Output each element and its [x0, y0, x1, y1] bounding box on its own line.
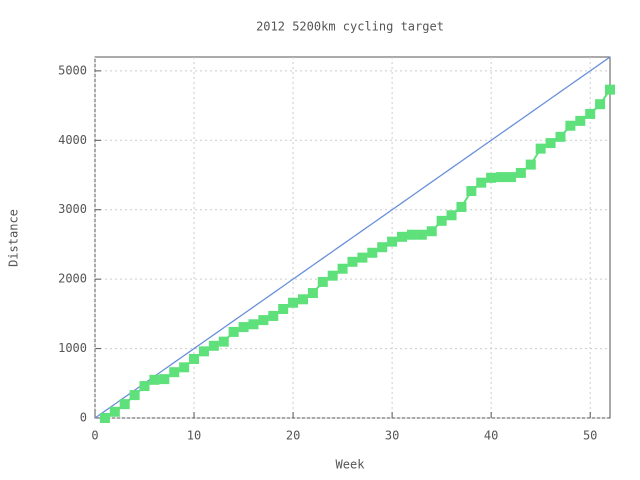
data-point: [109, 406, 120, 417]
x-tick-label: 0: [91, 429, 98, 443]
data-point: [179, 362, 190, 373]
data-point: [357, 252, 368, 263]
data-point: [307, 288, 318, 299]
data-point: [466, 185, 477, 196]
data-point: [456, 201, 467, 212]
data-point: [486, 172, 497, 183]
y-tick-label: 0: [80, 411, 87, 425]
data-point: [496, 172, 507, 183]
data-point: [426, 226, 437, 237]
data-point: [476, 177, 487, 188]
data-point: [258, 315, 269, 326]
data-point: [535, 143, 546, 154]
x-tick-label: 50: [583, 429, 597, 443]
data-point: [268, 310, 279, 321]
x-tick-label: 30: [385, 429, 399, 443]
data-point: [218, 336, 229, 347]
x-axis-label: Week: [336, 458, 366, 472]
data-point: [555, 131, 566, 142]
data-point: [169, 367, 180, 378]
data-point: [585, 108, 596, 119]
data-point: [545, 138, 556, 149]
data-point: [189, 353, 200, 364]
y-tick-label: 5000: [58, 63, 87, 77]
y-tick-label: 3000: [58, 202, 87, 216]
data-point: [525, 159, 536, 170]
data-point: [416, 229, 427, 240]
data-point: [317, 276, 328, 287]
data-point: [565, 120, 576, 131]
y-tick-label: 4000: [58, 133, 87, 147]
data-point: [198, 346, 209, 357]
data-point: [208, 340, 219, 351]
data-point: [436, 215, 447, 226]
data-point: [278, 304, 289, 315]
data-point: [337, 263, 348, 274]
data-point: [505, 172, 516, 183]
x-tick-label: 40: [484, 429, 498, 443]
data-point: [406, 229, 417, 240]
data-point: [387, 236, 398, 247]
data-point: [327, 270, 338, 281]
data-point: [397, 231, 408, 242]
data-point: [238, 322, 249, 333]
series-line: [94, 56, 611, 419]
data-point: [605, 84, 615, 95]
data-point: [129, 390, 140, 401]
data-point: [515, 167, 526, 178]
data-point: [119, 399, 130, 410]
data-point: [446, 210, 457, 221]
data-point: [297, 294, 308, 305]
y-tick-label: 2000: [58, 272, 87, 286]
chart-title: 2012 5200km cycling target: [256, 20, 444, 34]
data-point: [99, 413, 110, 423]
data-point: [228, 326, 239, 337]
y-tick-label: 1000: [58, 341, 87, 355]
data-point: [377, 242, 388, 253]
data-point: [595, 99, 606, 110]
data-point: [149, 374, 160, 385]
data-point: [347, 256, 358, 267]
data-point: [288, 297, 299, 308]
y-axis-label: Distance: [7, 209, 21, 267]
data-point: [575, 115, 586, 126]
data-point: [248, 319, 259, 330]
x-tick-label: 20: [286, 429, 300, 443]
data-point: [159, 374, 170, 385]
x-tick-label: 10: [187, 429, 201, 443]
data-point: [139, 381, 150, 392]
data-point: [367, 247, 378, 258]
